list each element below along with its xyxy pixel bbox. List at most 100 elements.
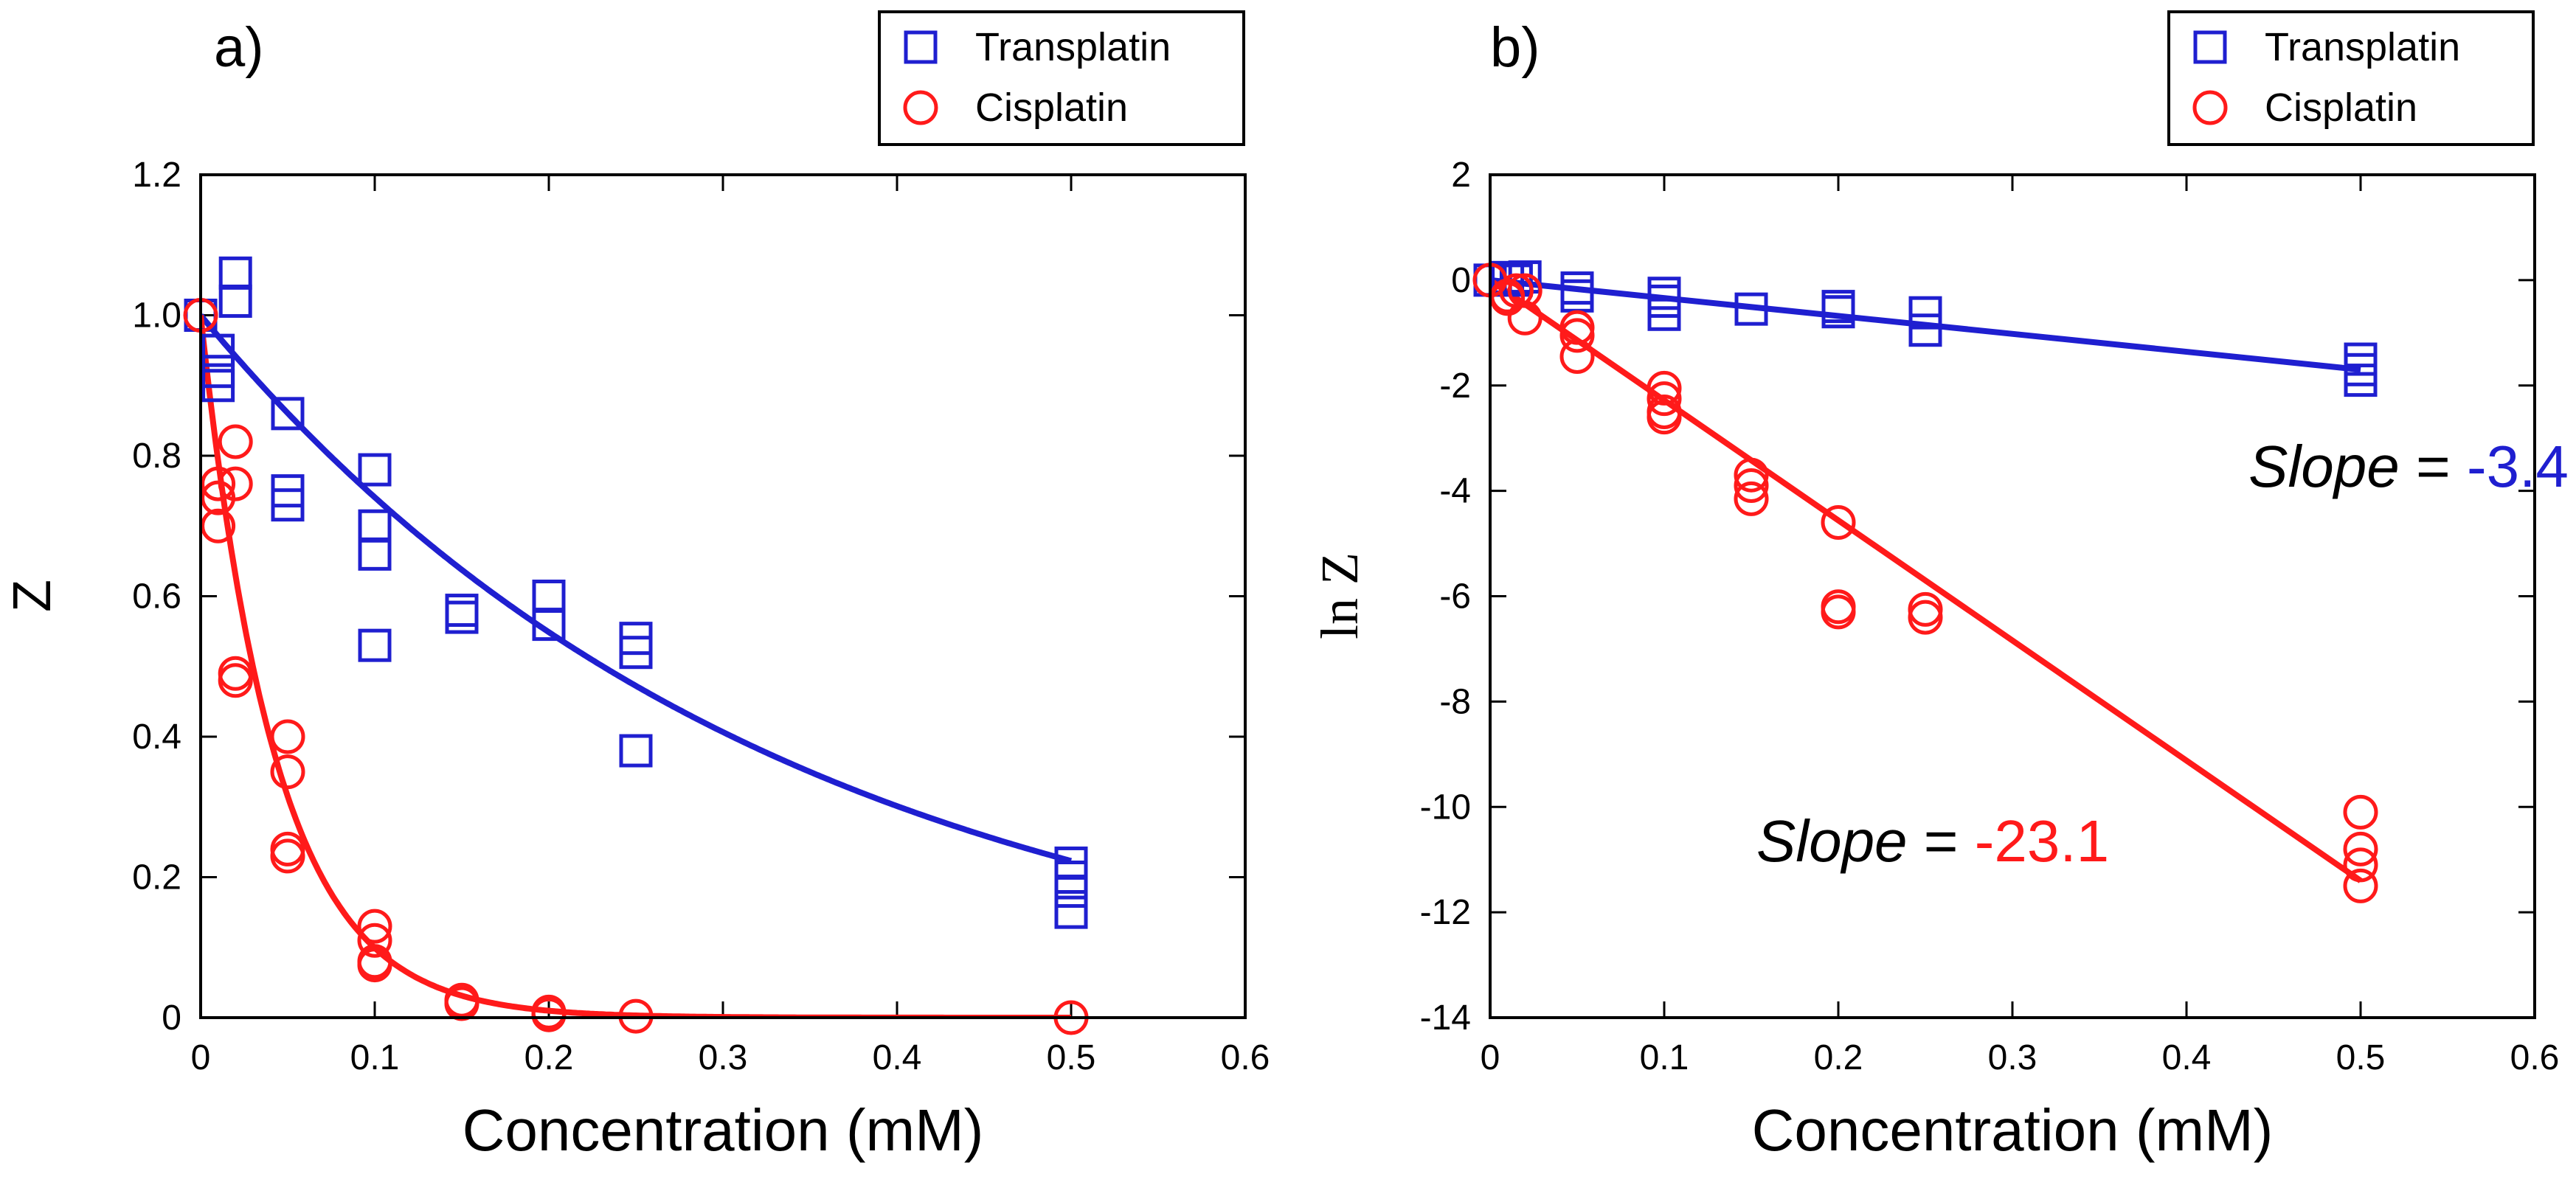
panel-b: 0 0.1 0.2 0.3 0.4 0.5 0.6 -14 -12 -10 -8 -6 -4 -2 0 2 Co… xyxy=(1310,10,2569,1163)
point-cisplatin xyxy=(2343,794,2378,830)
point-cisplatin xyxy=(2343,868,2378,903)
y-tick-label: -12 xyxy=(1420,893,1471,932)
y-tick-label: 0 xyxy=(1451,261,1471,300)
point-cisplatin xyxy=(1908,591,1943,627)
point-transplatin xyxy=(358,453,392,487)
legend-marker-transplatin xyxy=(2193,30,2227,64)
legend-label-cisplatin: Cisplatin xyxy=(2265,86,2417,130)
point-transplatin xyxy=(1647,297,1681,331)
legend-label-transplatin: Transplatin xyxy=(2265,25,2460,69)
plot-frame xyxy=(1489,173,2536,1019)
annotation-prefix: Slope xyxy=(2248,434,2400,499)
point-cisplatin xyxy=(270,754,305,790)
x-tick-label: 0.6 xyxy=(1221,1038,1270,1077)
annotation-value: -3.4 xyxy=(2467,434,2569,499)
x-tick-label: 0.6 xyxy=(2510,1038,2560,1077)
y-tick-label: 0.4 xyxy=(132,718,181,757)
point-transplatin xyxy=(2344,364,2378,397)
y-tick-label: -8 xyxy=(1439,682,1471,721)
point-transplatin xyxy=(1734,292,1768,326)
x-tick-label: 0.2 xyxy=(1814,1038,1863,1077)
point-transplatin xyxy=(1908,296,1942,330)
y-tick-label: 0.2 xyxy=(132,858,181,897)
annotation-prefix: Slope xyxy=(1756,808,1908,874)
legend: Transplatin Cisplatin xyxy=(878,10,1245,146)
x-tick-label: 0.4 xyxy=(873,1038,922,1077)
legend-marker-cisplatin xyxy=(903,90,938,125)
panel-label: a) xyxy=(214,16,264,79)
x-tick-label: 0.1 xyxy=(1640,1038,1689,1077)
point-transplatin xyxy=(358,628,392,662)
point-transplatin xyxy=(1054,875,1088,909)
point-transplatin xyxy=(532,608,566,642)
x-tick-label: 0.3 xyxy=(699,1038,748,1077)
point-cisplatin xyxy=(1647,370,1682,406)
point-cisplatin xyxy=(201,466,236,501)
point-transplatin xyxy=(619,734,653,768)
annotation-value: -23.1 xyxy=(1975,808,2109,874)
point-cisplatin xyxy=(270,719,305,754)
x-tick-label: 0 xyxy=(191,1038,211,1077)
y-tick-label: -14 xyxy=(1420,998,1471,1038)
y-tick-label: 0.8 xyxy=(132,437,181,476)
point-transplatin xyxy=(1054,895,1088,929)
point-cisplatin xyxy=(201,508,236,543)
x-tick-label: 0.3 xyxy=(1988,1038,2037,1077)
point-cisplatin xyxy=(357,909,392,944)
x-axis-label: Concentration (mM) xyxy=(1752,1097,2274,1163)
point-cisplatin xyxy=(1559,318,1595,353)
y-tick-label: -4 xyxy=(1439,472,1471,511)
point-cisplatin xyxy=(1490,281,1526,316)
point-transplatin xyxy=(1908,313,1942,347)
legend-box xyxy=(878,10,1245,146)
point-cisplatin xyxy=(1734,481,1769,516)
legend-box xyxy=(2167,10,2535,146)
point-transplatin xyxy=(218,284,252,318)
plot-frame xyxy=(199,173,1247,1019)
y-tick-label: -6 xyxy=(1439,577,1471,616)
point-cisplatin xyxy=(357,948,392,983)
point-transplatin xyxy=(201,333,235,367)
point-transplatin xyxy=(445,600,479,634)
legend-label-cisplatin: Cisplatin xyxy=(975,86,1128,130)
x-tick-label: 0.5 xyxy=(2336,1038,2386,1077)
point-cisplatin xyxy=(1908,600,1943,635)
x-axis-label: Concentration (mM) xyxy=(463,1097,984,1163)
point-cisplatin xyxy=(1507,273,1543,308)
panel-a: 0 0.1 0.2 0.3 0.4 0.5 0.6 0 0.2 0.4 0.6 0.8 1.0 1.2 Co… xyxy=(3,10,1270,1163)
point-cisplatin xyxy=(218,663,253,698)
annotation-slope-transplatin: Slope = -3.4 xyxy=(2248,434,2569,499)
point-cisplatin xyxy=(1559,310,1595,345)
point-cisplatin xyxy=(1647,400,1682,435)
point-cisplatin xyxy=(531,997,567,1032)
y-tick-label: 1.2 xyxy=(132,156,181,195)
y-axis-label: Z xyxy=(3,580,62,612)
legend-marker-cisplatin xyxy=(2192,90,2228,125)
point-cisplatin xyxy=(2343,847,2378,883)
y-axis-label: ln Z xyxy=(1310,552,1369,639)
x-tick-label: 0.2 xyxy=(524,1038,574,1077)
y-tick-label: -2 xyxy=(1439,366,1471,406)
point-cisplatin xyxy=(1734,457,1769,493)
legend-label-transplatin: Transplatin xyxy=(975,25,1171,69)
point-cisplatin xyxy=(1821,594,1856,630)
x-tick-label: 0.4 xyxy=(2162,1038,2212,1077)
point-transplatin xyxy=(271,488,305,522)
fit-line-transplatin xyxy=(201,313,1073,864)
annotation-equals: = xyxy=(2400,434,2467,499)
point-cisplatin xyxy=(1647,381,1682,417)
legend-marker-transplatin xyxy=(904,30,938,64)
x-tick-label: 0.1 xyxy=(350,1038,400,1077)
fit-line-transplatin xyxy=(1490,277,2361,373)
x-tick-label: 0 xyxy=(1481,1038,1500,1077)
point-transplatin xyxy=(358,537,392,571)
fit-line-cisplatin xyxy=(1490,277,2363,883)
point-cisplatin xyxy=(270,838,305,874)
legend: Transplatin Cisplatin xyxy=(2167,10,2535,146)
point-cisplatin xyxy=(1559,338,1595,374)
annotation-slope-cisplatin: Slope = -23.1 xyxy=(1756,808,2109,874)
point-transplatin xyxy=(201,355,235,389)
annotation-equals: = xyxy=(1908,808,1975,874)
panel-label: b) xyxy=(1490,16,1540,79)
